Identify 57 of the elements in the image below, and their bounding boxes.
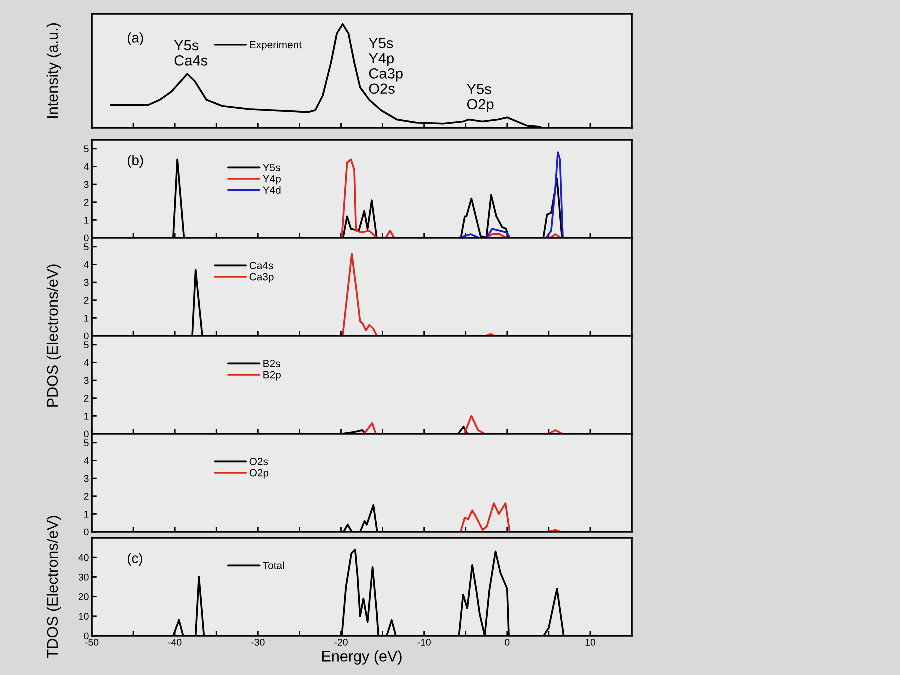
y-tick-label: 2 xyxy=(84,493,89,500)
x-tick-label: -20 xyxy=(334,639,348,646)
y-tick-label: 3 xyxy=(84,181,89,188)
legend-label: B2s xyxy=(264,360,280,368)
y-tick-label: 3 xyxy=(84,279,89,286)
annotation: (c) xyxy=(128,553,142,566)
legend-label: O2s xyxy=(250,458,268,466)
y-tick-label: 10 xyxy=(79,613,89,620)
y-tick-label: 30 xyxy=(78,574,89,581)
y-tick-label: 5 xyxy=(84,440,89,447)
y-tick-label: 5 xyxy=(84,244,89,251)
y-tick-label: 4 xyxy=(84,360,89,366)
y-tick-label: 4 xyxy=(84,262,89,268)
legend-label: Ca4s xyxy=(250,262,274,270)
legend-label: B2p xyxy=(264,371,281,381)
y-tick-label: 3 xyxy=(84,377,89,384)
x-tick-label: -10 xyxy=(418,639,431,646)
y-tick-label: 0 xyxy=(84,332,89,340)
y-axis-title: Intensity (a.u.) xyxy=(46,24,62,118)
legend-label: Y5s xyxy=(263,164,280,172)
x-tick-label: 10 xyxy=(586,639,596,646)
y-tick-label: 1 xyxy=(84,511,89,518)
annotation: (a) xyxy=(128,32,144,46)
legend-label: O2p xyxy=(250,469,269,479)
y-tick-label: 3 xyxy=(84,475,89,482)
annotation: (b) xyxy=(128,155,144,168)
y-tick-label: 2 xyxy=(84,395,89,402)
x-tick-label: -50 xyxy=(85,639,99,646)
y-tick-label: 2 xyxy=(84,297,89,304)
y-tick-label: 4 xyxy=(84,458,89,464)
y-axis-title: TDOS (Electrons/eV) xyxy=(46,516,62,658)
annotation: Y5s Y4p Ca3p O2s xyxy=(368,38,403,94)
y-tick-label: 40 xyxy=(78,554,89,562)
y-tick-label: 20 xyxy=(78,594,89,600)
y-tick-label: 0 xyxy=(84,430,89,438)
x-axis-title: Energy (eV) xyxy=(322,650,402,665)
y-tick-label: 5 xyxy=(84,342,89,349)
x-tick-label: -40 xyxy=(168,639,182,646)
y-tick-label: 1 xyxy=(84,315,89,322)
legend-label: Y4p xyxy=(263,175,281,185)
legend-label: Y4d xyxy=(263,186,281,194)
y-tick-label: 5 xyxy=(84,146,89,153)
x-tick-label: -30 xyxy=(252,639,265,646)
x-tick-label: 0 xyxy=(505,639,510,646)
y-tick-label: 4 xyxy=(84,164,89,170)
y-tick-label: 0 xyxy=(84,528,89,536)
y-tick-label: 1 xyxy=(84,217,89,224)
y-tick-label: 0 xyxy=(84,632,89,640)
legend-label: Total xyxy=(263,562,284,570)
y-tick-label: 1 xyxy=(84,413,89,420)
y-tick-label: 0 xyxy=(84,234,89,242)
legend-label: Experiment xyxy=(250,40,302,51)
legend-label: Ca3p xyxy=(250,273,274,283)
y-tick-label: 2 xyxy=(84,199,89,206)
annotation: Y5s O2p xyxy=(467,84,494,112)
annotation: Y5s Ca4s xyxy=(174,40,208,66)
y-axis-title: PDOS (Electrons/eV) xyxy=(46,264,62,407)
